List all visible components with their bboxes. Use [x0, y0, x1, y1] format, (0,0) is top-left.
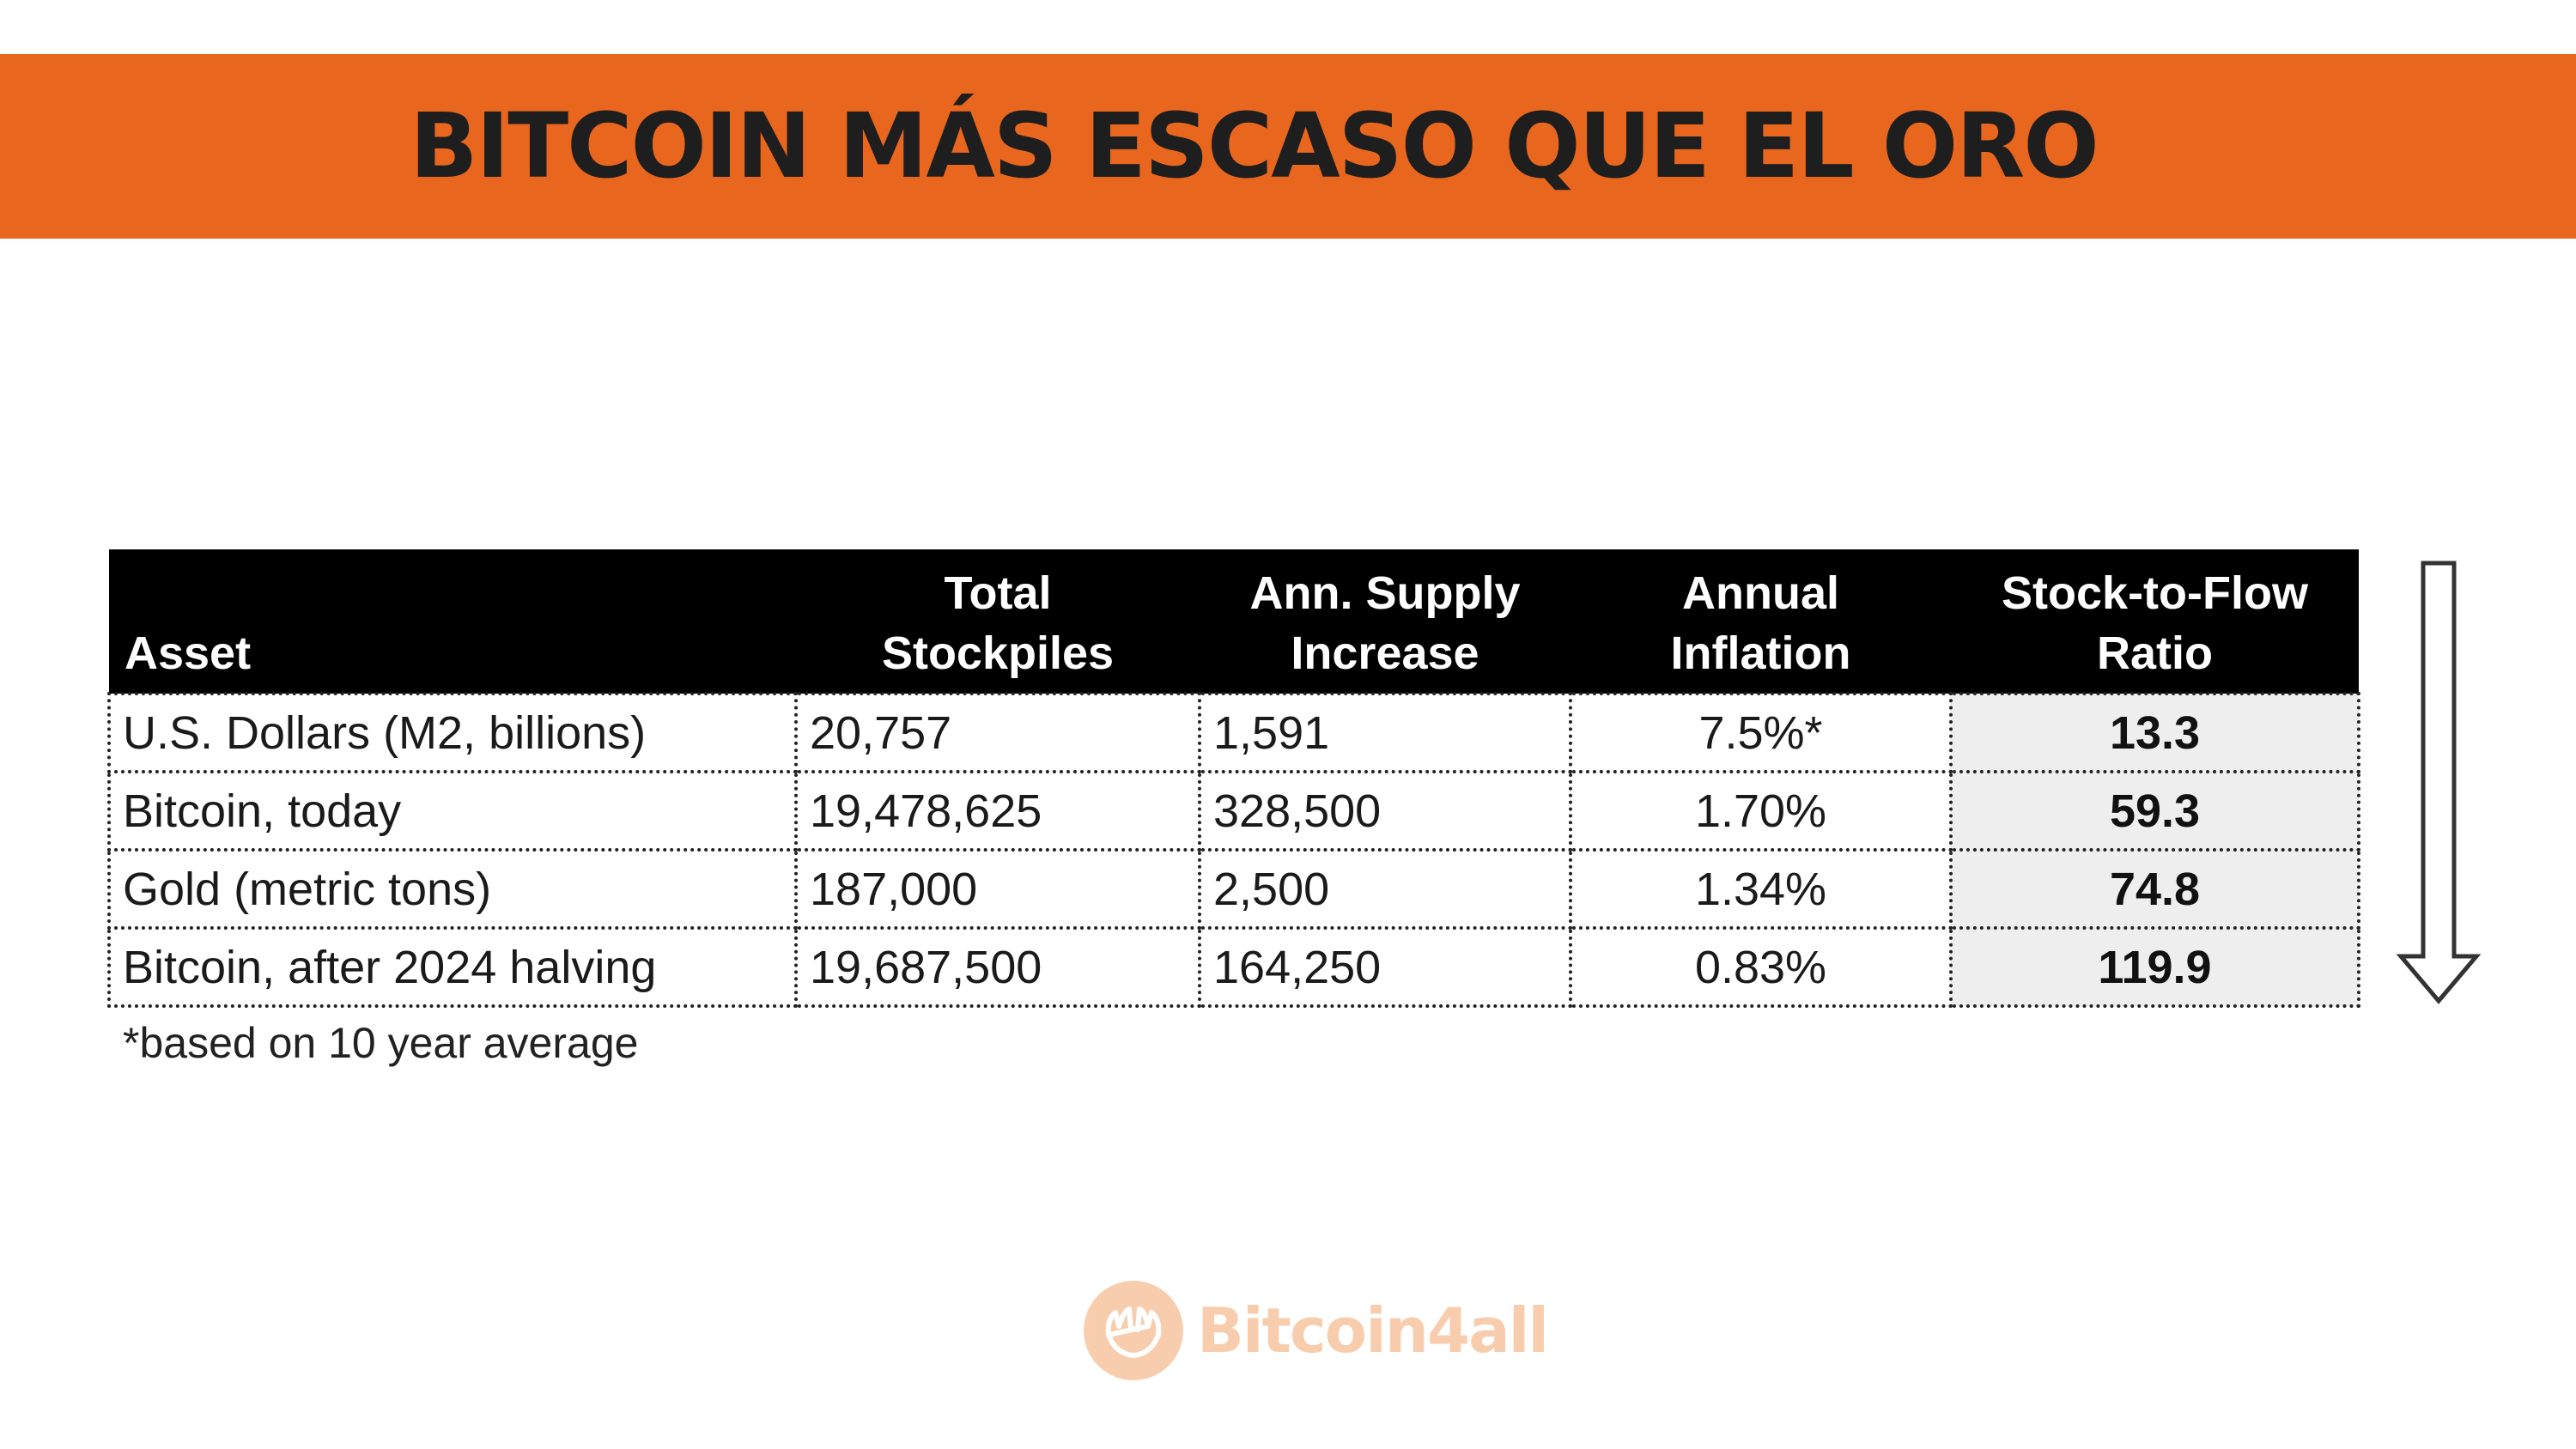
table-row: U.S. Dollars (M2, billions) 20,757 1,591… [107, 692, 2360, 773]
cell-stock-to-flow-ratio: 74.8 [1949, 848, 2360, 930]
title-banner: BITCOIN MÁS ESCASO QUE EL ORO [0, 54, 2576, 239]
cell-annual-inflation: 1.34% [1569, 848, 1953, 930]
cell-stock-to-flow-ratio: 13.3 [1949, 692, 2360, 773]
cell-ann-supply-increase: 164,250 [1198, 926, 1572, 1008]
hands-logo-icon [1084, 1281, 1183, 1380]
cell-total-stockpiles: 187,000 [794, 848, 1201, 930]
cell-stock-to-flow-ratio: 59.3 [1949, 770, 2360, 852]
cell-total-stockpiles: 19,687,500 [794, 926, 1201, 1008]
cell-asset: Bitcoin, today [107, 770, 798, 852]
brand-logo: Bitcoin4all [1084, 1279, 1549, 1382]
stock-to-flow-table: Asset Total Stockpiles Ann. Supply Incre… [107, 549, 2360, 1008]
cell-asset: Gold (metric tons) [107, 848, 798, 930]
cell-ann-supply-increase: 328,500 [1198, 770, 1572, 852]
down-arrow-icon [2396, 561, 2482, 1004]
table-row: Bitcoin, today 19,478,625 328,500 1.70% … [107, 770, 2360, 852]
cell-annual-inflation: 0.83% [1569, 926, 1953, 1008]
table-row: Bitcoin, after 2024 halving 19,687,500 1… [107, 926, 2360, 1008]
cell-annual-inflation: 7.5%* [1569, 692, 1953, 773]
header-ann-supply-increase: Ann. Supply Increase [1200, 549, 1571, 694]
cell-annual-inflation: 1.70% [1569, 770, 1953, 852]
cell-ann-supply-increase: 1,591 [1198, 692, 1572, 773]
cell-asset: U.S. Dollars (M2, billions) [107, 692, 798, 773]
header-total-stockpiles: Total Stockpiles [796, 549, 1200, 694]
header-stock-to-flow-ratio: Stock-to-Flow Ratio [1951, 549, 2359, 694]
page-title: BITCOIN MÁS ESCASO QUE EL ORO [410, 94, 2099, 198]
cell-total-stockpiles: 20,757 [794, 692, 1201, 773]
cell-total-stockpiles: 19,478,625 [794, 770, 1201, 852]
cell-asset: Bitcoin, after 2024 halving [107, 926, 798, 1008]
brand-name: Bitcoin4all [1197, 1294, 1549, 1367]
cell-ann-supply-increase: 2,500 [1198, 848, 1572, 930]
table-row: Gold (metric tons) 187,000 2,500 1.34% 7… [107, 848, 2360, 930]
header-asset: Asset [109, 549, 796, 694]
table-footnote: *based on 10 year average [123, 1019, 639, 1067]
cell-stock-to-flow-ratio: 119.9 [1949, 926, 2360, 1008]
table-header-row: Asset Total Stockpiles Ann. Supply Incre… [109, 549, 2359, 694]
header-annual-inflation: Annual Inflation [1571, 549, 1951, 694]
